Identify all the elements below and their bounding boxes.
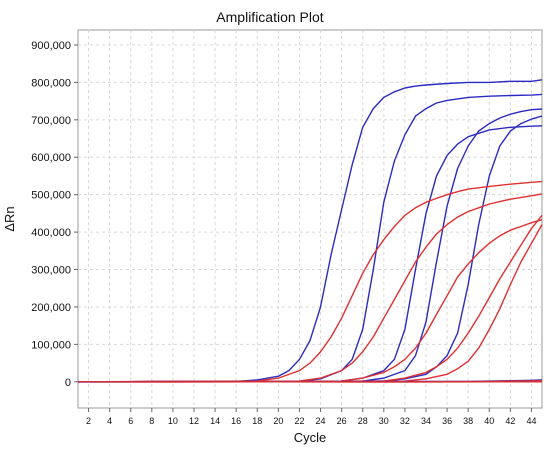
x-tick-label: 18	[252, 416, 262, 426]
y-tick-label: 600,000	[31, 152, 71, 164]
x-tick-label: 44	[526, 416, 536, 426]
y-tick-label: 500,000	[31, 190, 71, 202]
x-tick-label: 28	[358, 416, 368, 426]
x-tick-label: 20	[273, 416, 283, 426]
plot-area	[77, 29, 543, 409]
series-line-9	[77, 214, 543, 383]
x-axis-label: Cycle	[294, 430, 327, 445]
x-tick-label: 34	[421, 416, 431, 426]
x-tick-label: 8	[149, 416, 154, 426]
series-group	[77, 79, 543, 383]
x-tick-label: 24	[316, 416, 326, 426]
y-tick-label: 800,000	[31, 77, 71, 89]
x-tick-label: 22	[294, 416, 304, 426]
series-line-3	[77, 125, 543, 383]
y-tick-label: 0	[65, 377, 71, 389]
y-tick-label: 100,000	[31, 339, 71, 351]
series-line-7	[77, 193, 543, 383]
x-tick-label: 26	[337, 416, 347, 426]
series-line-4	[77, 108, 543, 383]
series-line-6	[77, 180, 543, 383]
y-tick-label: 700,000	[31, 115, 71, 127]
x-tick-label: 14	[210, 416, 220, 426]
x-tick-label: 4	[107, 416, 112, 426]
x-tick-label: 2	[86, 416, 91, 426]
y-tick-label: 200,000	[31, 302, 71, 314]
x-tick-label: 16	[231, 416, 241, 426]
x-tick-label: 12	[189, 416, 199, 426]
y-tick-label: 300,000	[31, 265, 71, 277]
x-tick-label: 32	[400, 416, 410, 426]
chart-title: Amplification Plot	[216, 9, 323, 25]
series-line-1	[77, 79, 543, 383]
series-line-5	[77, 115, 543, 383]
y-tick-label: 900,000	[31, 40, 71, 52]
x-tick-label: 38	[463, 416, 473, 426]
x-axis-ticks: 2 4 6 8 10 12 14 16 18 20 22 24 26 28 30 32 34 36 38 40 42 44	[86, 408, 536, 426]
x-tick-label: 42	[505, 416, 515, 426]
grid-lines	[78, 30, 542, 408]
y-axis-label: ΔRn	[2, 206, 17, 231]
x-tick-label: 36	[442, 416, 452, 426]
x-tick-label: 30	[379, 416, 389, 426]
series-line-8	[77, 219, 543, 383]
y-tick-label: 400,000	[31, 227, 71, 239]
x-tick-label: 10	[168, 416, 178, 426]
y-axis-ticks: 0 100,000 200,000 300,000 400,000 500,000 600,…	[31, 40, 78, 389]
series-line-10	[77, 224, 543, 383]
x-tick-label: 40	[484, 416, 494, 426]
x-tick-label: 6	[128, 416, 133, 426]
